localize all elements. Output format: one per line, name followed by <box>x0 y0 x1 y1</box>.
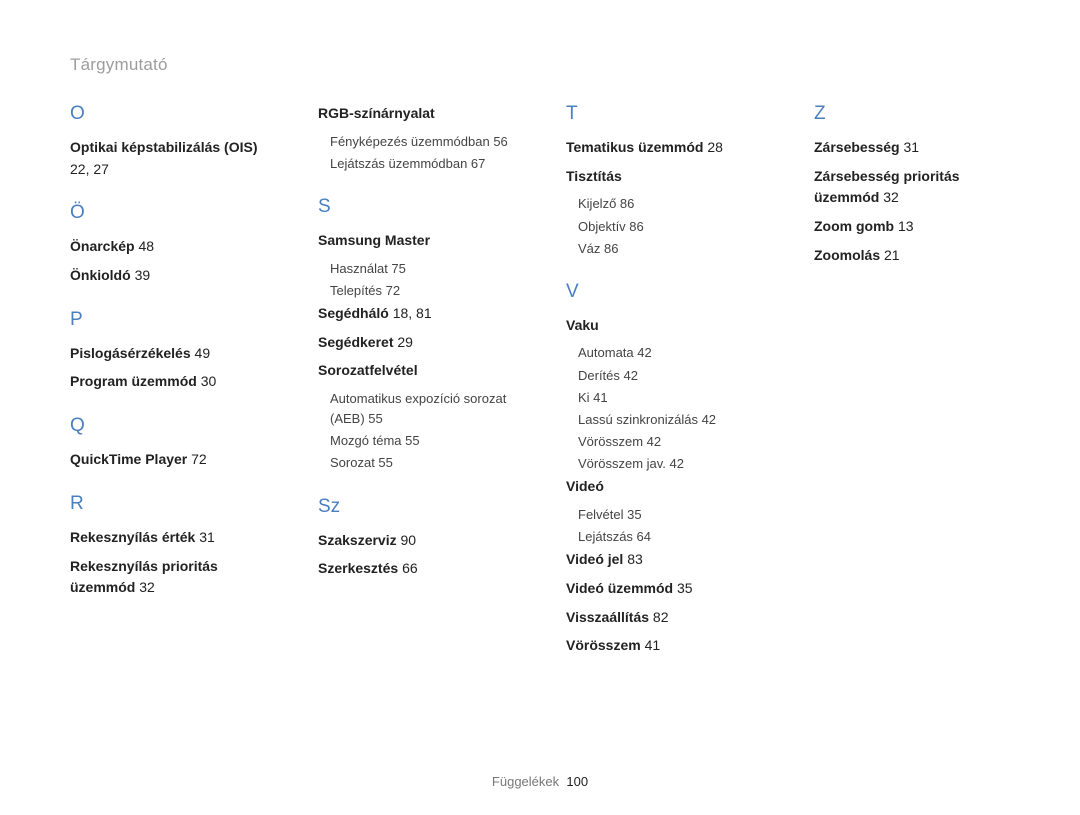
index-subentry[interactable]: Lejátszás 64 <box>566 527 762 547</box>
index-entry[interactable]: RGB-színárnyalat <box>318 103 514 125</box>
index-subentry[interactable]: Objektív 86 <box>566 217 762 237</box>
index-column: RGB-színárnyalat Fényképezés üzemmódban 5… <box>318 103 514 679</box>
index-section: SSamsung MasterHasználat 75Telepítés 72S… <box>318 196 514 474</box>
index-section: Q QuickTime Player 72 <box>70 415 266 471</box>
index-entry[interactable]: Tisztítás <box>566 166 762 188</box>
index-entry[interactable]: Segédkeret 29 <box>318 332 514 354</box>
page-footer: Függelékek 100 <box>0 774 1080 789</box>
index-entry[interactable]: Zársebesség prioritás üzemmód 32 <box>814 166 1010 209</box>
index-section: R Rekesznyílás érték 31 Rekesznyílás prior… <box>70 493 266 599</box>
index-entry[interactable]: Videó <box>566 476 762 498</box>
index-section: Sz Szakszerviz 90 Szerkesztés 66 <box>318 496 514 580</box>
index-letter: S <box>318 196 514 218</box>
index-entry[interactable]: Vörösszem 41 <box>566 635 762 657</box>
index-entry[interactable]: Visszaállítás 82 <box>566 607 762 629</box>
index-entry[interactable]: Szakszerviz 90 <box>318 530 514 552</box>
index-subentry[interactable]: Felvétel 35 <box>566 505 762 525</box>
index-subentry[interactable]: Kijelző 86 <box>566 194 762 214</box>
index-columns: O Optikai képstabilizálás (OIS) 22, 27 Ö Ön… <box>70 103 1010 679</box>
index-subentry[interactable]: Lejátszás üzemmódban 67 <box>318 154 514 174</box>
index-letter: Q <box>70 415 266 437</box>
index-column: T Tematikus üzemmód 28 Tisztítás Kijelző 86… <box>566 103 762 679</box>
index-entry[interactable]: Optikai képstabilizálás (OIS) 22, 27 <box>70 137 266 180</box>
index-entry[interactable]: Rekesznyílás érték 31 <box>70 527 266 549</box>
footer-page: 100 <box>566 774 588 789</box>
index-subentry[interactable]: Vörösszem 42 <box>566 432 762 452</box>
index-subentry[interactable]: Mozgó téma 55 <box>318 431 514 451</box>
index-subentry[interactable]: Ki 41 <box>566 388 762 408</box>
index-entry[interactable]: Zoomolás 21 <box>814 245 1010 267</box>
index-entry[interactable]: Önkioldó 39 <box>70 265 266 287</box>
index-letter: Z <box>814 103 1010 125</box>
index-section: P Pislogásérzékelés 49 Program üzemmód 30 <box>70 309 266 393</box>
footer-label: Függelékek <box>492 774 559 789</box>
index-entry[interactable]: Sorozatfelvétel <box>318 360 514 382</box>
index-subentry[interactable]: Vörösszem jav. 42 <box>566 454 762 474</box>
index-entry[interactable]: Zoom gomb 13 <box>814 216 1010 238</box>
index-entry[interactable]: Szerkesztés 66 <box>318 558 514 580</box>
index-section: RGB-színárnyalat Fényképezés üzemmódban 5… <box>318 103 514 174</box>
index-entry[interactable]: Videó jel 83 <box>566 549 762 571</box>
index-subentry[interactable]: Váz 86 <box>566 239 762 259</box>
index-column: Z Zársebesség 31 Zársebesség prioritás üze… <box>814 103 1010 679</box>
index-entry[interactable]: Pislogásérzékelés 49 <box>70 343 266 365</box>
index-subentry[interactable]: Fényképezés üzemmódban 56 <box>318 132 514 152</box>
index-entry[interactable]: Önarckép 48 <box>70 236 266 258</box>
index-entry[interactable]: Program üzemmód 30 <box>70 371 266 393</box>
index-section: T Tematikus üzemmód 28 Tisztítás Kijelző 86… <box>566 103 762 259</box>
index-letter: R <box>70 493 266 515</box>
index-section: Ö Önarckép 48 Önkioldó 39 <box>70 202 266 286</box>
index-subentry[interactable]: Automatikus expozíció sorozat (AEB) 55 <box>318 389 514 429</box>
index-subentry[interactable]: Automata 42 <box>566 343 762 363</box>
index-entry[interactable]: Rekesznyílás prioritás üzemmód 32 <box>70 556 266 599</box>
index-column: O Optikai képstabilizálás (OIS) 22, 27 Ö Ön… <box>70 103 266 679</box>
page-title: Tárgymutató <box>70 55 1010 75</box>
index-entry[interactable]: Segédháló 18, 81 <box>318 303 514 325</box>
index-letter: Ö <box>70 202 266 224</box>
index-letter: O <box>70 103 266 125</box>
index-letter: T <box>566 103 762 125</box>
index-entry[interactable]: QuickTime Player 72 <box>70 449 266 471</box>
index-subentry[interactable]: Sorozat 55 <box>318 453 514 473</box>
index-subentry[interactable]: Használat 75 <box>318 259 514 279</box>
index-subentry[interactable]: Lassú szinkronizálás 42 <box>566 410 762 430</box>
index-entry[interactable]: Vaku <box>566 315 762 337</box>
index-letter: Sz <box>318 496 514 518</box>
index-entry[interactable]: Samsung Master <box>318 230 514 252</box>
index-subentry[interactable]: Derítés 42 <box>566 366 762 386</box>
index-letter: V <box>566 281 762 303</box>
index-entry[interactable]: Videó üzemmód 35 <box>566 578 762 600</box>
index-section: O Optikai képstabilizálás (OIS) 22, 27 <box>70 103 266 180</box>
index-subentry[interactable]: Telepítés 72 <box>318 281 514 301</box>
index-entry[interactable]: Zársebesség 31 <box>814 137 1010 159</box>
index-letter: P <box>70 309 266 331</box>
index-section: Z Zársebesség 31 Zársebesség prioritás üze… <box>814 103 1010 266</box>
index-entry[interactable]: Tematikus üzemmód 28 <box>566 137 762 159</box>
index-section: V Vaku Automata 42 Derítés 42Ki 41Lassú szi… <box>566 281 762 657</box>
